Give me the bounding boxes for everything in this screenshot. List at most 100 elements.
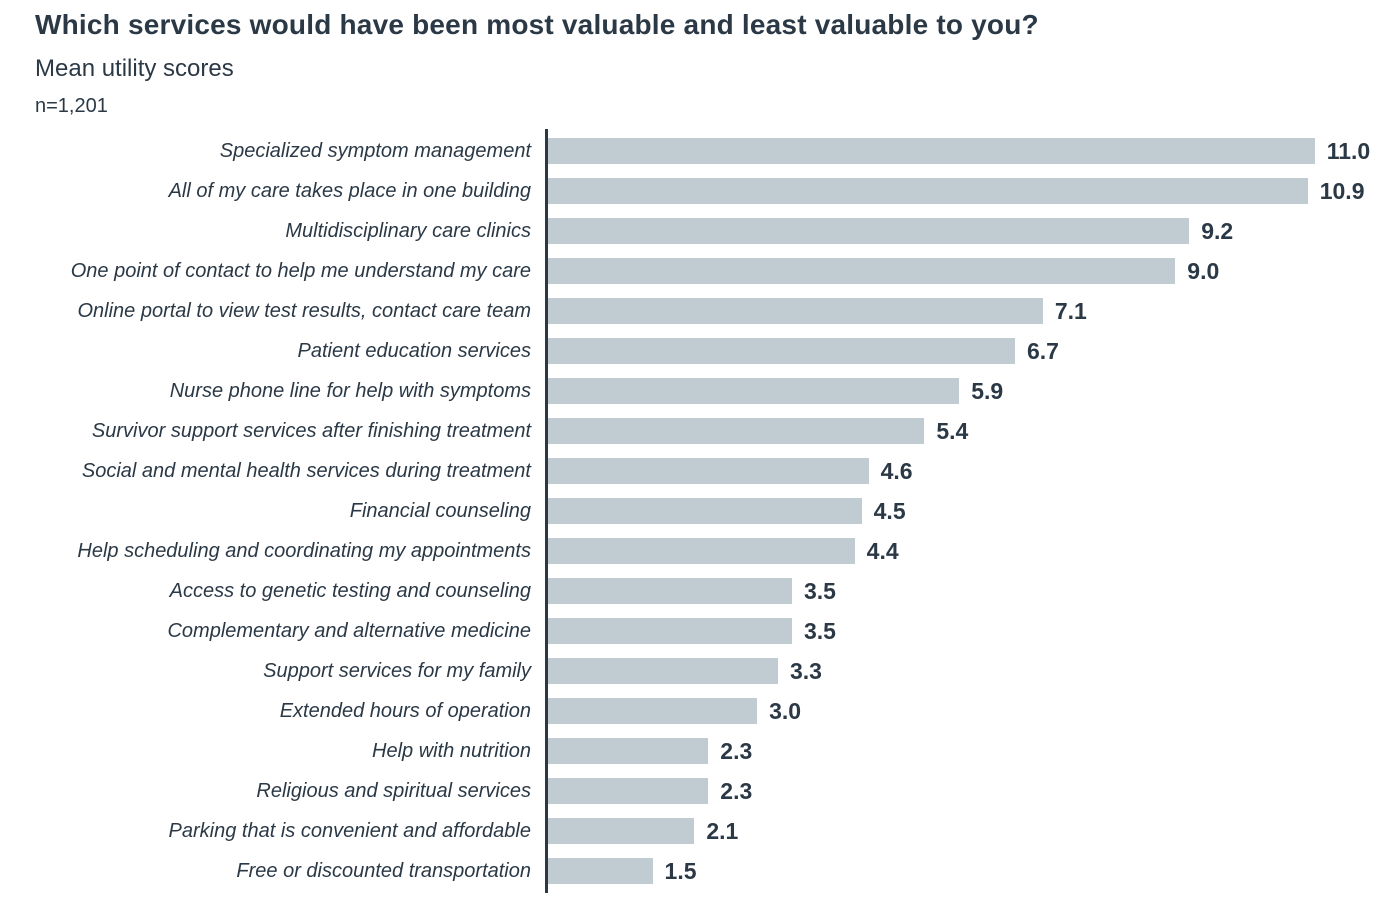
category-label: Religious and spiritual services [256,779,531,802]
chart-row: Religious and spiritual services 2.3 [0,771,1400,811]
bar [548,258,1176,285]
chart-row: Help scheduling and coordinating my appo… [0,531,1400,571]
bar [548,738,709,765]
value-label: 7.1 [1054,297,1087,324]
bar-area: 3.5 [545,571,1400,611]
category-label: Specialized symptom management [219,139,531,162]
category-label: Patient education services [297,339,531,362]
bar-area: 3.3 [545,651,1400,691]
chart-row: Survivor support services after finishin… [0,411,1400,451]
bar [548,858,653,885]
category-label: Help scheduling and coordinating my appo… [77,539,531,562]
value-label: 3.3 [790,657,822,684]
bar-area: 6.7 [545,331,1400,371]
category-label: Financial counseling [349,499,531,522]
chart-title: Which services would have been most valu… [35,9,1039,40]
bar-area: 3.5 [545,611,1400,651]
bar [548,778,709,805]
category-label: Help with nutrition [372,739,531,762]
chart-row: Multidisciplinary care clinics 9.2 [0,211,1400,251]
chart-row: Help with nutrition 2.3 [0,731,1400,771]
category-label: Complementary and alternative medicine [167,619,531,642]
chart-row: All of my care takes place in one buildi… [0,171,1400,211]
category-label: Support services for my family [263,659,531,682]
category-label: All of my care takes place in one buildi… [168,179,531,202]
chart-row: Support services for my family 3.3 [0,651,1400,691]
category-label: Multidisciplinary care clinics [285,219,531,242]
category-label: Access to genetic testing and counseling [169,579,531,602]
bar [548,458,869,485]
category-label: Parking that is convenient and affordabl… [168,819,531,842]
category-label: Survivor support services after finishin… [91,419,531,442]
value-label: 9.2 [1201,217,1234,244]
bar [548,138,1315,165]
bar-area: 5.4 [545,411,1400,451]
value-label: 10.9 [1319,177,1365,204]
value-label: 4.5 [873,497,906,524]
bar-area: 2.3 [545,731,1400,771]
chart-row: Patient education services 6.7 [0,331,1400,371]
category-label: Nurse phone line for help with symptoms [169,379,531,402]
bar [548,218,1190,245]
sample-size-note: n=1,201 [35,95,108,118]
bar-rows: Specialized symptom management 11.0 All … [0,131,1400,891]
bar [548,178,1308,205]
bar [548,378,960,405]
bar [548,338,1015,365]
value-label: 11.0 [1326,137,1371,164]
value-label: 3.5 [803,617,836,644]
bar-area: 2.3 [545,771,1400,811]
chart-row: Financial counseling 4.5 [0,491,1400,531]
value-label: 2.3 [720,777,753,804]
value-label: 5.9 [971,377,1004,404]
bar-area: 9.0 [545,251,1400,291]
bar-area: 11.0 [545,131,1400,171]
bar-area: 4.6 [545,451,1400,491]
bar-area: 2.1 [545,811,1400,851]
bar [548,618,792,645]
chart-row: Access to genetic testing and counseling… [0,571,1400,611]
value-label: 5.4 [936,417,969,444]
chart-row: Specialized symptom management 11.0 [0,131,1400,171]
bar [548,538,855,565]
bar [548,418,925,445]
category-label: Free or discounted transportation [236,859,531,882]
value-label: 3.5 [803,577,836,604]
bar-area: 1.5 [545,851,1400,891]
bar-area: 4.5 [545,491,1400,531]
value-label: 2.1 [706,817,739,844]
bar [548,298,1043,325]
y-axis-line [545,129,548,894]
bar [548,498,862,525]
value-label: 4.4 [866,537,899,564]
bar-area: 4.4 [545,531,1400,571]
chart-row: Extended hours of operation 3.0 [0,691,1400,731]
category-label: Extended hours of operation [279,699,531,722]
bar-area: 3.0 [545,691,1400,731]
category-label: Social and mental health services during… [81,459,531,482]
category-label: Online portal to view test results, cont… [77,299,531,322]
bar [548,658,778,685]
chart-row: Parking that is convenient and affordabl… [0,811,1400,851]
bar-area: 10.9 [545,171,1400,211]
chart-row: Complementary and alternative medicine 3… [0,611,1400,651]
category-label: One point of contact to help me understa… [70,259,531,282]
value-label: 3.0 [769,697,802,724]
bar-area: 9.2 [545,211,1400,251]
bar-area: 5.9 [545,371,1400,411]
value-label: 4.6 [880,457,913,484]
chart-row: One point of contact to help me understa… [0,251,1400,291]
chart-header: Which services would have been most valu… [0,0,1400,117]
chart-row: Online portal to view test results, cont… [0,291,1400,331]
bar-chart: Specialized symptom management 11.0 All … [0,129,1400,894]
value-label: 9.0 [1187,257,1220,284]
bar [548,578,792,605]
chart-row: Free or discounted transportation 1.5 [0,851,1400,891]
bar-area: 7.1 [545,291,1400,331]
chart-subtitle: Mean utility scores [35,54,234,82]
bar [548,818,695,845]
value-label: 6.7 [1026,337,1059,364]
chart-row: Social and mental health services during… [0,451,1400,491]
value-label: 1.5 [664,857,697,884]
